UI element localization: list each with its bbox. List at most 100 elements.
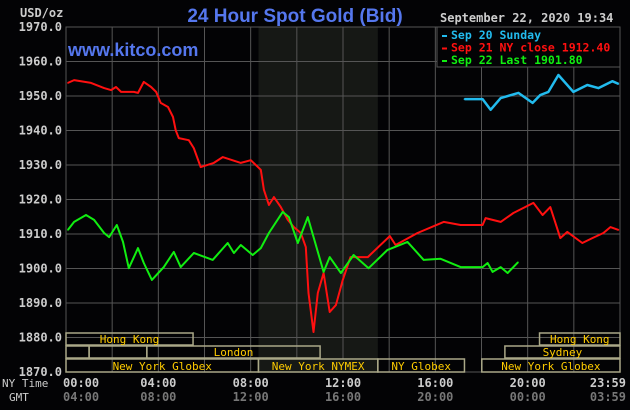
data-point [416,232,419,234]
data-point [322,271,325,273]
data-point [221,156,224,158]
x-tick-gmt-label: 03:59 [590,390,626,404]
y-tick-label: 1880.0 [19,331,62,345]
data-point [108,236,110,238]
data-point [137,92,139,94]
x-tick-label: 20:00 [510,376,546,390]
data-point [288,216,290,218]
data-point [597,87,600,89]
data-point [481,98,484,100]
data-point [206,257,209,259]
data-point [459,266,462,268]
session-label: New York NYMEX [272,360,365,373]
x-tick-label: 16:00 [417,376,453,390]
legend-swatch [442,47,447,50]
data-point [532,202,535,204]
data-point [273,196,275,198]
session-box [88,345,148,359]
data-point [316,292,319,294]
data-point [167,106,169,108]
data-point [439,258,442,260]
data-point [193,252,195,254]
data-point [312,331,315,333]
series-line [464,73,619,112]
y-axis-label: USD/oz [20,6,63,20]
x-axis-label: NY Time [2,377,48,390]
data-point [394,244,397,246]
data-point [559,237,562,239]
legend-entry: Sep 22 Last 1901.80 [451,53,583,67]
y-tick-label: 1920.0 [19,193,62,207]
x-tick-label: 00:00 [63,376,99,390]
data-point [251,254,254,256]
data-point [388,235,391,237]
y-tick-label: 1950.0 [19,89,62,103]
y-tick-label: 1940.0 [19,124,62,138]
data-point [499,221,502,223]
session-label: New York Globex [113,360,213,373]
data-point [150,86,152,88]
data-point [307,292,310,294]
data-point [142,81,145,83]
data-point [110,89,112,91]
data-point [572,91,575,93]
data-point [406,241,409,243]
data-point [172,251,175,253]
data-point [239,162,242,164]
data-point [93,219,95,221]
data-point [617,229,620,231]
data-point [499,266,502,268]
data-point [463,98,466,100]
data-point [517,261,519,264]
data-point [512,212,515,214]
x-tick-gmt-label: 08:00 [140,390,176,404]
data-point [268,204,270,206]
data-point [611,80,614,82]
data-point [151,279,153,281]
data-point [484,217,487,219]
data-point [174,129,177,131]
data-point [591,237,594,239]
data-point [459,224,462,226]
data-point [122,241,124,243]
legend-swatch [442,60,447,62]
session-label: Hong Kong [100,333,160,346]
data-point [127,267,130,269]
data-point [499,97,502,99]
session-label: London [214,346,254,359]
session-box [377,358,466,373]
legend-entry: Sep 21 NY close 1912.40 [451,41,610,55]
series-line [67,210,519,281]
data-point [142,262,145,264]
data-point [602,232,605,234]
y-tick-label: 1900.0 [19,262,62,276]
data-point [481,224,484,226]
data-point [159,102,162,104]
data-point [73,221,75,223]
data-point [609,226,612,228]
data-point [73,79,75,81]
data-point [547,91,550,93]
data-point [442,221,445,223]
data-point [352,254,355,256]
data-point [193,147,195,149]
legend-swatch [442,35,447,37]
x-tick-gmt-label: 12:00 [233,390,269,404]
y-tick-label: 1890.0 [19,296,62,310]
session-label: NY Globex [391,360,451,373]
data-point [137,247,139,249]
data-point [541,214,544,216]
session-box [65,332,194,346]
data-point [328,311,331,313]
data-point [260,247,262,249]
data-point [239,244,242,246]
data-point [226,242,229,244]
data-point [517,92,520,94]
x-tick-label: 08:00 [233,376,269,390]
data-point [280,206,282,208]
data-point [422,259,425,261]
data-point [342,279,344,281]
data-point [549,206,552,208]
